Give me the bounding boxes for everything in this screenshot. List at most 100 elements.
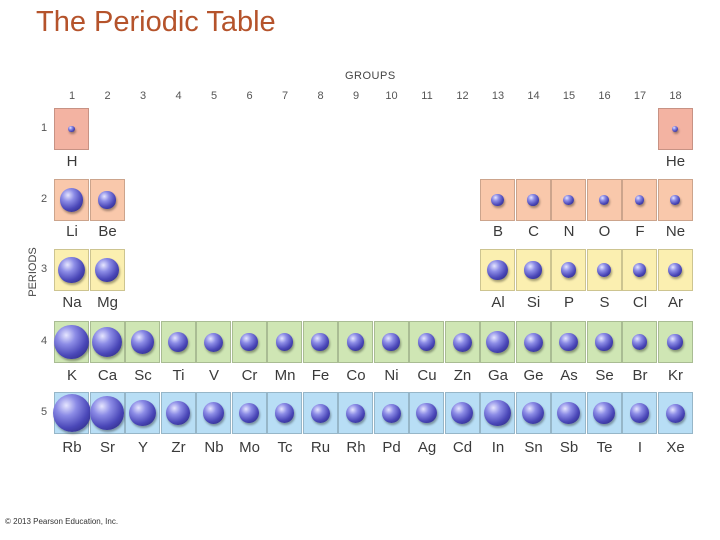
atom-sphere-p <box>560 262 577 278</box>
group-number: 14 <box>527 90 540 102</box>
atom-sphere-h <box>68 125 75 133</box>
element-symbol-k: K <box>66 367 77 384</box>
atom-sphere-ag <box>416 402 437 424</box>
page-title: The Periodic Table <box>36 6 276 38</box>
atom-sphere-sr <box>90 396 124 430</box>
atom-sphere-s <box>596 262 612 278</box>
period-number: 4 <box>40 335 48 347</box>
atom-sphere-cd <box>450 401 473 424</box>
element-symbol-cl: Cl <box>632 294 648 311</box>
element-symbol-b: B <box>492 223 503 240</box>
element-symbol-br: Br <box>632 367 648 384</box>
element-symbol-mo: Mo <box>239 439 260 456</box>
element-symbol-zr: Zr <box>171 439 186 456</box>
element-symbol-h: H <box>66 153 78 170</box>
atom-sphere-mg <box>95 258 119 282</box>
atom-sphere-zn <box>452 332 472 352</box>
period-number: 5 <box>40 406 48 418</box>
element-symbol-c: C <box>528 223 539 240</box>
atom-sphere-f <box>634 195 645 205</box>
element-symbol-i: I <box>637 439 643 456</box>
group-number: 5 <box>210 90 218 102</box>
element-symbol-s: S <box>599 294 610 311</box>
period-number: 3 <box>40 263 48 275</box>
element-symbol-be: Be <box>98 223 117 240</box>
atom-sphere-si <box>524 261 542 279</box>
element-symbol-pd: Pd <box>382 439 401 456</box>
element-cell-ni <box>373 321 409 363</box>
group-number: 1 <box>68 90 76 102</box>
element-symbol-sn: Sn <box>524 439 543 456</box>
atom-sphere-zr <box>166 401 190 425</box>
element-symbol-n: N <box>563 223 575 240</box>
element-symbol-f: F <box>635 223 645 240</box>
atom-sphere-b <box>491 193 504 207</box>
element-symbol-se: Se <box>595 367 614 384</box>
element-symbol-he: He <box>665 153 686 170</box>
element-symbol-ge: Ge <box>523 367 544 384</box>
atom-sphere-se <box>595 333 613 351</box>
atom-sphere-c <box>527 194 539 206</box>
group-number: 4 <box>175 90 182 102</box>
atom-sphere-n <box>563 194 574 206</box>
atom-sphere-y <box>129 399 156 427</box>
element-symbol-sr: Sr <box>100 439 115 456</box>
atom-sphere-pd <box>381 403 401 423</box>
element-symbol-rh: Rh <box>346 439 366 456</box>
element-symbol-cr: Cr <box>241 367 258 384</box>
atom-sphere-ru <box>310 403 330 423</box>
groups-caption: GROUPS <box>345 70 396 82</box>
element-symbol-zn: Zn <box>453 367 472 384</box>
element-symbol-al: Al <box>491 294 505 311</box>
atom-sphere-al <box>487 259 508 281</box>
element-symbol-as: As <box>560 367 578 384</box>
element-symbol-y: Y <box>137 439 148 456</box>
element-symbol-ti: Ti <box>172 367 185 384</box>
atom-sphere-cr <box>240 333 258 351</box>
copyright-notice: © 2013 Pearson Education, Inc. <box>5 517 119 526</box>
atom-sphere-nb <box>202 402 225 424</box>
element-symbol-p: P <box>563 294 574 311</box>
group-number: 6 <box>246 90 253 102</box>
atom-sphere-br <box>631 334 648 350</box>
element-symbol-li: Li <box>66 223 78 240</box>
group-number: 2 <box>104 90 111 102</box>
group-number: 13 <box>491 90 505 102</box>
atom-sphere-ti <box>167 331 189 353</box>
element-symbol-rb: Rb <box>62 439 82 456</box>
atom-sphere-rh <box>346 403 365 423</box>
atom-sphere-sc <box>130 330 155 354</box>
atom-sphere-ga <box>486 330 509 353</box>
group-number: 9 <box>352 90 360 102</box>
atom-sphere-o <box>599 195 609 205</box>
element-cell-zn <box>444 321 480 363</box>
element-symbol-in: In <box>491 439 505 456</box>
element-symbol-ni: Ni <box>384 367 399 384</box>
atom-sphere-ge <box>523 332 543 352</box>
element-symbol-na: Na <box>62 294 82 311</box>
element-cell-c <box>515 179 551 221</box>
element-symbol-ne: Ne <box>665 223 686 240</box>
element-symbol-sc: Sc <box>134 367 152 384</box>
atom-sphere-kr <box>667 334 683 350</box>
element-symbol-ru: Ru <box>310 439 331 456</box>
element-cell-be <box>89 179 125 221</box>
group-number: 12 <box>456 90 469 102</box>
element-symbol-ga: Ga <box>487 367 508 384</box>
element-symbol-v: V <box>208 367 219 384</box>
group-number: 18 <box>669 90 682 102</box>
element-symbol-mg: Mg <box>97 294 118 311</box>
atom-sphere-te <box>593 402 615 424</box>
element-symbol-xe: Xe <box>666 439 685 456</box>
atom-sphere-co <box>346 333 365 351</box>
element-cell-se <box>586 321 622 363</box>
element-symbol-o: O <box>598 223 611 240</box>
group-number: 11 <box>421 90 433 102</box>
atom-sphere-fe <box>311 333 329 351</box>
element-symbol-ag: Ag <box>417 439 437 456</box>
atom-sphere-v <box>204 332 223 352</box>
atom-sphere-cl <box>632 263 647 277</box>
atom-sphere-ne <box>670 195 680 205</box>
atom-sphere-tc <box>274 403 295 423</box>
atom-sphere-ni <box>382 333 400 351</box>
